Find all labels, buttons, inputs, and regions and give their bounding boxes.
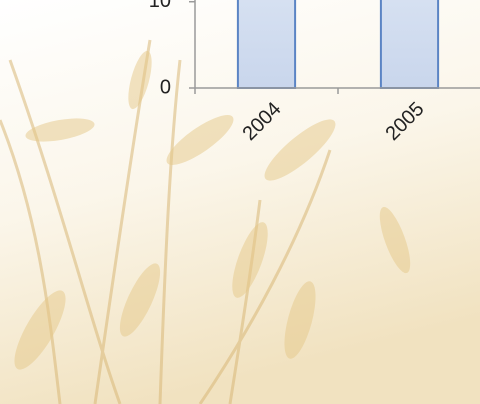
chart: 20042005010 [0, 0, 480, 404]
bar [238, 0, 295, 88]
y-tick-label: 0 [160, 76, 171, 98]
bar [381, 0, 438, 88]
y-tick-label: 10 [149, 0, 171, 12]
page: {"chart_data": {"type": "bar", "categori… [0, 0, 480, 404]
